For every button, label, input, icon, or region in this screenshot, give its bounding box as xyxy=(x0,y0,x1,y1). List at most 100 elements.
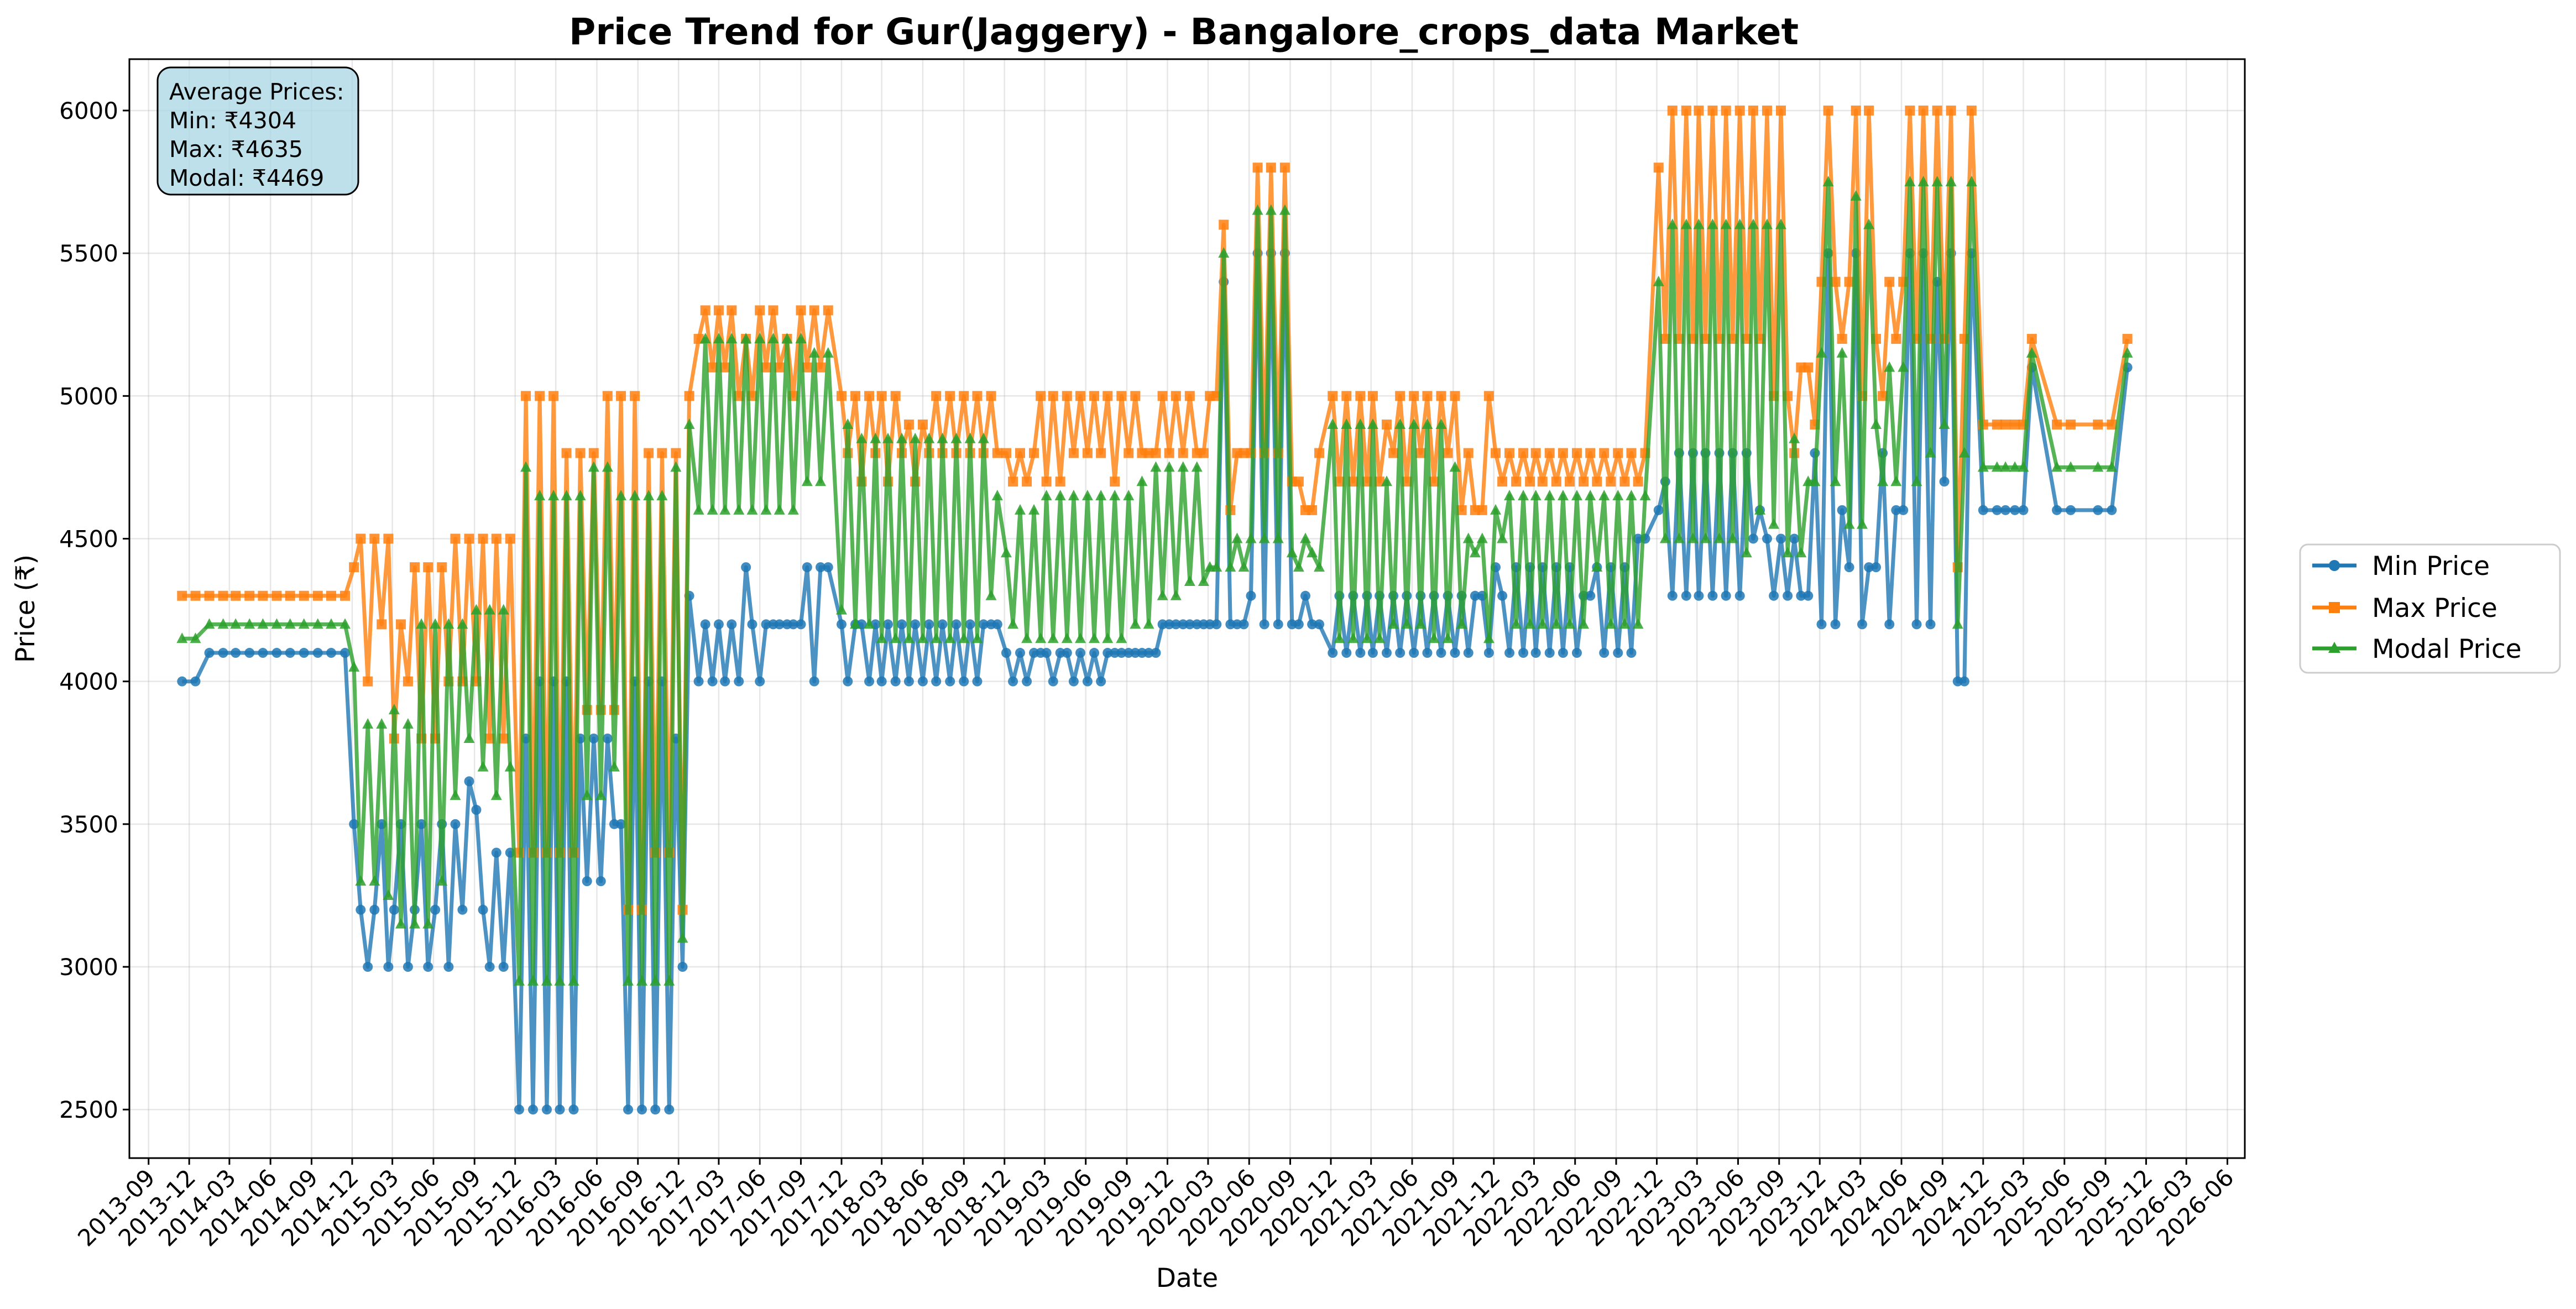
min-price-point xyxy=(816,562,826,573)
max-price-point xyxy=(1775,105,1786,116)
max-price-point xyxy=(1905,105,1915,116)
max-price-point xyxy=(1477,505,1487,515)
max-price-point xyxy=(363,676,373,687)
modal-price-point xyxy=(2092,461,2104,472)
modal-price-point xyxy=(944,632,956,643)
min-price-point xyxy=(1571,648,1582,658)
min-price-point xyxy=(978,619,989,630)
max-price-point xyxy=(972,391,983,401)
max-price-point xyxy=(423,562,433,573)
max-price-point xyxy=(1450,391,1460,401)
modal-price-point xyxy=(864,618,875,629)
max-price-point xyxy=(1599,448,1610,458)
min-price-point xyxy=(1300,590,1310,601)
modal-price-point xyxy=(527,975,539,986)
max-price-point xyxy=(1029,448,1039,458)
modal-price-point xyxy=(1035,632,1047,643)
min-price-point xyxy=(595,876,606,887)
modal-price-point xyxy=(1653,275,1664,286)
max-price-point xyxy=(1124,448,1134,458)
min-price-point xyxy=(1355,648,1366,658)
modal-price-point xyxy=(1557,490,1569,501)
modal-price-point xyxy=(917,632,928,643)
max-price-point xyxy=(1279,163,1290,173)
min-price-point xyxy=(774,619,785,630)
modal-price-point xyxy=(561,490,572,501)
min-price-point xyxy=(231,648,241,658)
min-price-point xyxy=(1530,648,1541,658)
modal-price-point xyxy=(1177,461,1189,472)
min-price-point xyxy=(864,676,875,687)
min-price-point xyxy=(637,1104,647,1115)
max-price-point xyxy=(796,305,806,316)
min-price-point xyxy=(972,676,983,687)
modal-price-point xyxy=(1007,618,1019,629)
legend-label-modal: Modal Price xyxy=(2372,634,2522,664)
modal-price-point xyxy=(1856,518,1868,529)
modal-price-point xyxy=(636,975,648,986)
modal-price-point xyxy=(1068,490,1079,501)
min-price-point xyxy=(1001,648,1011,658)
min-price-point xyxy=(1857,619,1867,630)
max-price-point xyxy=(1653,163,1664,173)
max-price-point xyxy=(369,533,380,544)
modal-price-point xyxy=(284,618,296,629)
max-price-point xyxy=(1157,391,1168,401)
modal-price-point xyxy=(1265,204,1277,215)
min-price-point xyxy=(1748,533,1758,544)
modal-price-point xyxy=(1041,490,1052,501)
max-price-point xyxy=(700,305,710,316)
min-price-point xyxy=(616,819,626,829)
max-price-point xyxy=(1219,219,1229,230)
y-tick-label: 3000 xyxy=(59,954,118,981)
modal-price-point xyxy=(1890,475,1902,486)
modal-price-point xyxy=(203,618,215,629)
min-price-point xyxy=(177,676,187,687)
max-price-point xyxy=(1891,334,1901,344)
min-price-point xyxy=(491,847,501,858)
modal-price-point xyxy=(1666,218,1678,229)
modal-price-point xyxy=(1347,632,1359,643)
max-price-point xyxy=(1633,477,1643,487)
modal-price-point xyxy=(1428,632,1440,643)
modal-price-point xyxy=(1809,475,1821,486)
min-price-point xyxy=(1939,477,1950,487)
min-price-point xyxy=(356,904,366,915)
legend-min-price: Min Price xyxy=(2312,551,2490,582)
modal-price-point xyxy=(1327,418,1339,429)
modal-price-point xyxy=(985,589,997,600)
min-price-point xyxy=(1273,619,1283,630)
max-price-point xyxy=(836,391,847,401)
min-price-point xyxy=(2066,505,2076,515)
min-price-point xyxy=(450,819,461,829)
max-price-point xyxy=(1388,448,1399,458)
modal-price-point xyxy=(1789,432,1800,443)
modal-price-point xyxy=(1143,618,1154,629)
min-price-point xyxy=(326,648,336,658)
min-price-point xyxy=(1891,505,1901,515)
min-price-point xyxy=(1803,590,1814,601)
max-price-point xyxy=(491,533,501,544)
min-price-point xyxy=(1041,648,1052,658)
modal-price-point xyxy=(1504,490,1516,501)
modal-price-point xyxy=(369,875,380,886)
modal-price-point xyxy=(1687,532,1699,543)
min-price-point xyxy=(218,648,228,658)
modal-price-point xyxy=(1198,575,1209,586)
modal-price-point xyxy=(402,718,414,729)
max-price-point xyxy=(1096,448,1106,458)
min-price-point xyxy=(555,1104,565,1115)
modal-price-point xyxy=(348,661,360,672)
max-price-point xyxy=(1395,391,1405,401)
min-price-point xyxy=(755,676,765,687)
max-price-point xyxy=(1443,448,1453,458)
modal-price-point xyxy=(1747,218,1759,229)
modal-price-point xyxy=(1977,461,1989,472)
max-price-point xyxy=(1518,448,1529,458)
min-price-point xyxy=(1694,590,1704,601)
modal-price-point xyxy=(835,604,847,615)
modal-price-point xyxy=(1564,618,1576,629)
min-price-point xyxy=(747,619,757,630)
modal-price-point xyxy=(388,704,400,715)
